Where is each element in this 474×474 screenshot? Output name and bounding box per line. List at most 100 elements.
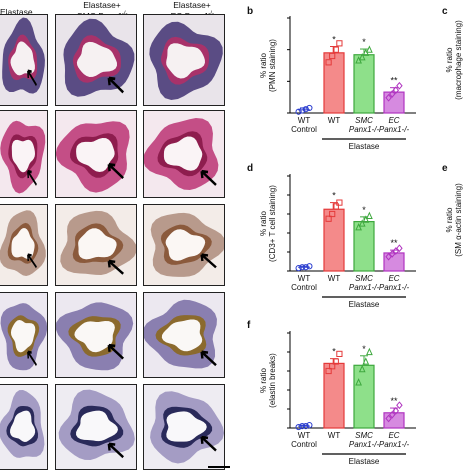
data-point: [366, 347, 373, 356]
micrograph-cd3-3: [143, 204, 225, 286]
y-axis-label: % ratio: [259, 53, 268, 78]
y-axis-label: (macrophage staining): [454, 20, 463, 100]
bar-2: [323, 208, 345, 272]
data-point: [385, 252, 392, 261]
bar-2: [323, 52, 345, 114]
category-label: EC: [388, 274, 399, 283]
data-point: [396, 244, 403, 253]
data-point: [358, 52, 366, 61]
data-point: [388, 250, 396, 258]
vessel-lumen: [10, 41, 35, 76]
micrograph-macrophage-1: [0, 110, 48, 198]
group-label: Elastase: [349, 457, 380, 466]
col-header-smc-line1: Elastase+: [83, 0, 121, 10]
micrograph-sm-actin-1: [0, 292, 48, 378]
data-point: [329, 52, 336, 60]
vessel-lumen: [74, 321, 115, 353]
category-label: Panx1-/-: [349, 125, 380, 134]
data-point: [396, 401, 403, 410]
data-point: [299, 107, 306, 114]
data-point: [295, 423, 302, 431]
significance-label: *: [362, 344, 366, 354]
vessel-lumen: [166, 411, 207, 442]
col-header-elastase: Elastase: [0, 8, 46, 17]
category-label: WT: [328, 274, 341, 283]
category-label: EC: [388, 431, 399, 440]
data-point: [358, 364, 366, 373]
data-point: [332, 358, 339, 365]
category-label: SMC: [355, 274, 373, 283]
category-label: Panx1-/-: [379, 125, 410, 134]
group-label: Elastase: [349, 300, 380, 309]
category-label: Control: [291, 125, 317, 134]
data-point: [325, 367, 332, 375]
arrow-icon: [27, 253, 37, 269]
bar-2: [323, 362, 345, 429]
significance-label: *: [332, 35, 336, 45]
y-axis-label: (CD3+ T cell staining): [268, 185, 277, 262]
data-point: [325, 215, 332, 222]
micrograph-sm-actin-3: [143, 292, 225, 378]
category-label: SMC: [355, 431, 373, 440]
arrow-icon: [107, 442, 124, 459]
y-axis-label: % ratio: [445, 207, 454, 232]
micrograph-elastin-2: [55, 384, 137, 470]
panel-letter-f: f: [247, 320, 251, 331]
data-point: [332, 46, 339, 53]
data-point: [366, 211, 373, 219]
data-point: [362, 215, 370, 223]
micrograph-cd3-2: [55, 204, 137, 286]
micrograph-sm-actin-2: [55, 292, 137, 378]
significance-label: *: [362, 205, 366, 215]
arrow-icon: [200, 253, 217, 269]
micrograph-pmn-3: [143, 14, 225, 106]
group-label: Elastase: [349, 142, 380, 151]
panel-letter-d: d: [247, 163, 254, 174]
y-axis-label: (elastin breaks): [268, 353, 277, 408]
data-point: [299, 423, 306, 430]
col-header-elastase-text: Elastase: [0, 7, 33, 17]
data-point: [355, 378, 362, 386]
y-axis-label: % ratio: [259, 211, 268, 236]
data-point: [366, 45, 373, 53]
arrow-icon: [107, 343, 124, 360]
significance-label: *: [332, 347, 336, 357]
panel-letter-b: b: [247, 6, 254, 17]
arrow-icon: [27, 69, 37, 87]
data-point: [306, 422, 313, 429]
category-label: Panx1-/-: [349, 283, 380, 292]
data-point: [302, 106, 309, 113]
vessel-lumen: [165, 229, 206, 261]
arrow-icon: [27, 169, 37, 186]
data-point: [385, 93, 392, 102]
vessel-lumen: [11, 139, 35, 173]
category-label: WT: [328, 431, 341, 440]
data-point: [295, 265, 302, 272]
vessel-lumen: [10, 319, 36, 353]
arrow-icon: [107, 259, 124, 275]
data-point: [295, 108, 302, 115]
category-label: WT: [328, 116, 341, 125]
significance-label: *: [362, 37, 366, 47]
category-label: WT: [298, 116, 311, 125]
data-point: [302, 423, 309, 430]
significance-label: **: [390, 396, 398, 406]
scale-bar: [208, 466, 230, 468]
bar-3: [353, 221, 375, 272]
micrograph-macrophage-3: [143, 110, 225, 198]
arrow-icon: [27, 350, 37, 367]
col-header-ec-line1: Elastase+: [173, 0, 211, 10]
data-point: [396, 81, 403, 90]
vessel-lumen: [76, 410, 118, 442]
vessel-lumen: [76, 138, 115, 172]
data-point: [388, 90, 396, 98]
arrow-icon: [200, 350, 217, 367]
data-point: [325, 59, 332, 66]
data-point: [336, 350, 343, 357]
data-point: [362, 357, 370, 365]
data-point: [329, 363, 336, 370]
vessel-lumen: [76, 41, 117, 78]
category-label: WT: [298, 431, 311, 440]
data-point: [392, 407, 400, 415]
